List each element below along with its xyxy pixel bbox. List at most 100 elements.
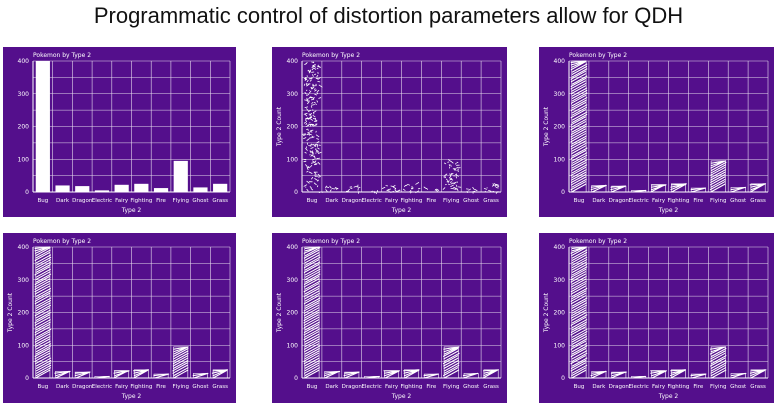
bar [402,182,421,194]
chart-title: Pokemon by Type 2 [33,52,91,59]
y-tick-label: 300 [287,277,299,284]
x-tick-label: Ghost [192,198,209,204]
bar [749,183,767,193]
bar [75,186,90,192]
y-tick-label: 0 [561,189,565,196]
y-tick-label: 400 [287,58,299,65]
x-tick-label: Bug [574,384,585,390]
x-tick-label: Fire [693,198,703,204]
x-tick-label: Fighting [400,198,422,204]
grid [301,246,502,379]
x-tick-label: Fighting [667,198,689,204]
bar [55,185,70,192]
x-tick-label: Dragon [72,384,93,390]
x-tick-label: Fairy [115,384,129,390]
chart-title: Pokemon by Type 2 [33,238,91,245]
chart-panel-3: Pokemon by Type 2 0 100 200 300 400 Bug Dark Dra… [539,47,774,217]
bar [192,372,209,379]
x-tick-label: Bug [307,198,318,204]
bar [54,370,71,379]
bar [650,370,667,379]
x-tick-label: Fire [426,384,436,390]
y-tick-label: 400 [554,58,566,65]
chart-panel-6: Pokemon by Type 2 0 100 200 300 400 Bug Dark Dra… [539,233,774,403]
x-tick-label: Flying [710,198,726,204]
chart-title: Pokemon by Type 2 [569,238,627,245]
x-axis-label: Type 2 [121,393,142,400]
bar [442,346,460,379]
x-tick-label: Grass [750,384,766,390]
bar [211,369,229,379]
x-tick-label: Ghost [463,384,480,390]
bar [483,183,500,194]
bar [423,373,439,379]
y-tick-label: 0 [561,375,565,382]
bar [94,375,110,379]
chart-title: Pokemon by Type 2 [302,238,360,245]
bar [173,160,188,192]
x-tick-label: Fire [156,384,166,390]
y-tick-label: 200 [18,310,30,317]
x-tick-label: Flying [173,384,189,390]
bar [709,160,727,193]
x-tick-label: Bug [37,384,48,390]
y-tick-label: 400 [287,244,299,251]
bar [669,369,687,379]
x-tick-label: Dark [325,384,339,390]
y-axis-label: Type 2 Count [276,292,283,333]
bar [343,371,360,379]
y-tick-label: 200 [18,124,30,131]
x-tick-label: Grass [212,198,228,204]
bar [670,183,687,193]
x-tick-label: Flying [443,384,459,390]
bar [321,185,339,193]
y-axis-label: Type 2 Count [7,292,14,333]
x-tick-label: Fairy [652,198,666,204]
bar [74,371,91,379]
bar [403,369,420,379]
chart-panel-2: Pokemon by Type 2 0 100 200 300 400 Bug Dark Dra… [272,47,507,217]
bar [324,370,341,379]
x-tick-label: Dark [56,384,70,390]
y-tick-label: 100 [18,342,30,349]
x-tick-label: Electric [628,198,648,204]
y-tick-label: 200 [287,124,299,131]
bar [383,370,400,379]
x-tick-label: Dragon [609,198,630,204]
x-tick-label: Dragon [342,384,363,390]
y-tick-label: 200 [554,310,566,317]
x-tick-label: Bug [574,198,585,204]
bar [690,187,707,193]
x-axis-label: Type 2 [391,393,412,400]
bar [193,187,208,192]
y-tick-label: 0 [25,189,29,196]
x-tick-label: Fighting [667,384,689,390]
x-tick-label: Dark [325,198,339,204]
bar [709,346,727,379]
x-tick-label: Dark [592,384,606,390]
y-tick-label: 100 [287,342,299,349]
bar [630,189,647,193]
bar [730,372,747,379]
x-tick-label: Fairy [385,384,399,390]
x-tick-label: Flying [173,198,189,204]
x-axis-label: Type 2 [391,207,412,214]
bar [462,372,479,379]
x-tick-label: Electric [92,384,112,390]
x-tick-label: Fairy [652,384,666,390]
grid [568,246,769,379]
x-tick-label: Electric [361,198,381,204]
x-tick-label: Ghost [730,384,747,390]
bar [730,186,747,193]
bar [381,185,401,193]
bar [114,184,129,192]
y-tick-label: 200 [554,124,566,131]
bar [34,246,52,379]
x-tick-label: Dark [56,198,70,204]
y-tick-label: 100 [18,156,30,163]
bar [423,186,440,192]
bar [153,373,170,379]
x-tick-label: Grass [483,198,499,204]
x-tick-label: Flying [710,384,726,390]
x-axis-label: Type 2 [658,207,679,214]
